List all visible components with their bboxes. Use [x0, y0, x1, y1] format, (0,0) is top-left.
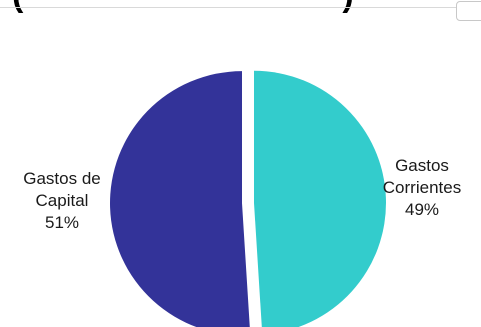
- scroll-corner: [456, 1, 481, 21]
- slice-percent: 49%: [404, 200, 440, 219]
- slice-label-line1: Gastos: [395, 156, 449, 175]
- pie-slice-0: [253, 70, 387, 327]
- slice-label-gastos-de-capital: Gastos de Capital 51%: [4, 168, 120, 234]
- slice-label-line2: Capital: [35, 191, 89, 210]
- slice-label-line1: Gastos de: [23, 169, 101, 188]
- pie-slice-1: [110, 71, 250, 327]
- slice-percent: 51%: [44, 213, 80, 232]
- title-strip: (): [0, 0, 481, 16]
- title-divider: [0, 7, 481, 8]
- slice-label-line2: Corrientes: [382, 178, 462, 197]
- slice-label-gastos-corrientes: Gastos Corrientes 49%: [372, 155, 472, 221]
